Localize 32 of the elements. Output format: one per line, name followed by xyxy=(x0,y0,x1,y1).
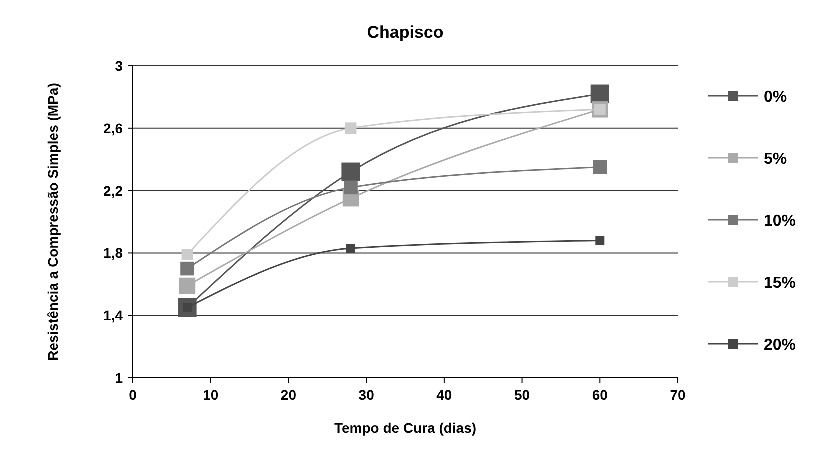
y-tick-label: 1,8 xyxy=(104,245,124,262)
point xyxy=(590,84,610,104)
x-tick-label: 10 xyxy=(203,387,219,403)
point xyxy=(596,236,605,246)
point xyxy=(179,278,196,294)
point xyxy=(180,262,194,276)
legend-label: 15% xyxy=(764,275,796,292)
y-tick-label: 1 xyxy=(115,370,124,386)
point xyxy=(182,249,194,260)
point xyxy=(342,162,360,182)
point xyxy=(346,244,356,254)
legend-label: 5% xyxy=(764,151,788,168)
x-tick-label: 70 xyxy=(670,387,686,403)
x-tick-label: 60 xyxy=(592,387,608,403)
y-tick-label: 1,4 xyxy=(104,308,124,324)
legend-label: 10% xyxy=(764,213,796,230)
y-axis-title: Resistência a Compressão Simples (MPa) xyxy=(44,82,62,363)
point xyxy=(593,160,608,174)
x-tick-label: 0 xyxy=(129,387,138,403)
y-tick-label: 2,2 xyxy=(104,182,124,199)
point xyxy=(344,180,358,195)
y-tick-label: 3 xyxy=(115,58,124,74)
x-tick-label: 30 xyxy=(358,387,375,403)
x-tick-label: 50 xyxy=(514,387,530,403)
legend-label: 20% xyxy=(764,337,796,354)
legend-label: 0% xyxy=(764,89,788,106)
x-axis-title: Tempo de Cura (dias) xyxy=(334,420,477,436)
chart-title: Chapisco xyxy=(367,23,444,42)
point xyxy=(345,122,357,134)
x-tick-label: 20 xyxy=(280,387,297,403)
x-tick-label: 40 xyxy=(436,387,452,403)
y-tick-label: 2,6 xyxy=(104,120,124,136)
